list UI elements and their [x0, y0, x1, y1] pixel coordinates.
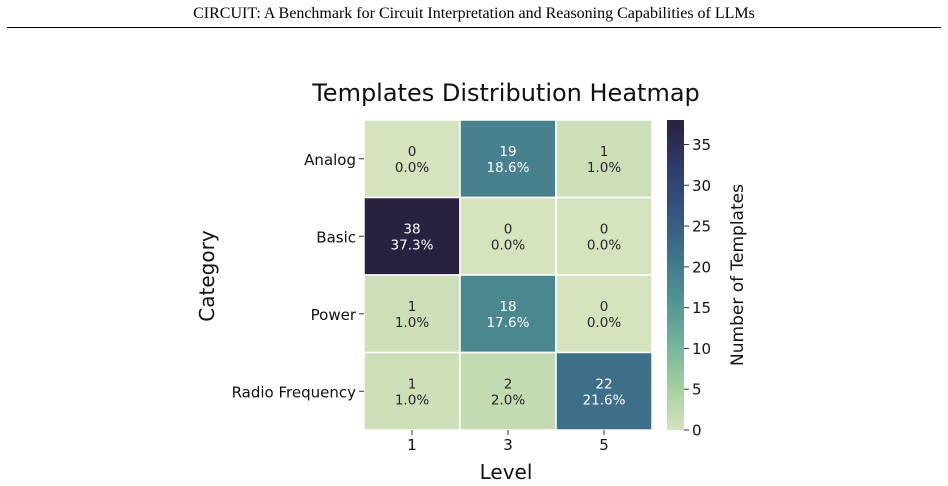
- y-tick-labels: Analog Basic Power Radio Frequency: [232, 151, 364, 401]
- cell-percent-label: 21.6%: [583, 392, 626, 408]
- heatmap-cell-rect: [555, 196, 653, 276]
- header-rule: [7, 27, 941, 28]
- colorbar-ticks: 0 5 10 15 20 25 30 35: [684, 136, 711, 440]
- y-tick-label: Radio Frequency: [232, 383, 357, 401]
- cell-count-label: 0: [504, 221, 513, 237]
- cell-percent-label: 1.0%: [587, 160, 621, 176]
- heatmap-cell: 11.0%: [555, 119, 653, 199]
- cell-percent-label: 2.0%: [491, 392, 525, 408]
- cell-count-label: 1: [600, 144, 609, 160]
- colorbar-tick-label: 10: [692, 340, 711, 358]
- cell-count-label: 0: [600, 299, 609, 315]
- heatmap-cell-rect: [555, 119, 653, 199]
- cell-percent-label: 1.0%: [395, 392, 429, 408]
- heatmap-cell: 11.0%: [363, 351, 461, 431]
- cell-percent-label: 18.6%: [487, 160, 530, 176]
- cell-percent-label: 0.0%: [587, 315, 621, 331]
- cell-percent-label: 0.0%: [491, 237, 525, 253]
- colorbar-tick-label: 20: [692, 258, 711, 276]
- colorbar-tick-label: 5: [692, 381, 702, 399]
- cell-count-label: 2: [504, 376, 513, 392]
- colorbar-label: Number of Templates: [728, 184, 748, 366]
- heatmap-cell-rect: [363, 274, 461, 354]
- cell-count-label: 22: [595, 376, 612, 392]
- colorbar-tick-label: 35: [692, 136, 711, 154]
- colorbar-tick-label: 30: [692, 177, 711, 195]
- cell-percent-label: 17.6%: [487, 315, 530, 331]
- heatmap-cell-rect: [555, 351, 653, 431]
- heatmap-cells: 00.0%1918.6%11.0%3837.3%00.0%00.0%11.0%1…: [363, 119, 653, 431]
- y-axis-label: Category: [195, 230, 219, 322]
- x-tick-label: 5: [599, 436, 609, 454]
- heatmap-cell: 00.0%: [555, 274, 653, 354]
- cell-percent-label: 0.0%: [587, 237, 621, 253]
- cell-count-label: 1: [408, 299, 417, 315]
- colorbar-tick-label: 0: [692, 422, 702, 440]
- cell-count-label: 18: [499, 299, 516, 315]
- cell-percent-label: 37.3%: [391, 237, 434, 253]
- cell-count-label: 0: [408, 144, 417, 160]
- cell-percent-label: 1.0%: [395, 315, 429, 331]
- heatmap-cell: 00.0%: [555, 196, 653, 276]
- heatmap-cell-rect: [459, 119, 557, 199]
- colorbar: [667, 120, 684, 430]
- cell-count-label: 38: [403, 221, 420, 237]
- heatmap-cell: 22.0%: [459, 351, 557, 431]
- cell-count-label: 1: [408, 376, 417, 392]
- chart-title: Templates Distribution Heatmap: [311, 79, 700, 107]
- colorbar-tick-label: 25: [692, 218, 711, 236]
- y-tick-label: Basic: [316, 228, 356, 246]
- heatmap-cell-rect: [459, 351, 557, 431]
- running-header: CIRCUIT: A Benchmark for Circuit Interpr…: [193, 5, 755, 22]
- x-tick-label: 3: [503, 436, 513, 454]
- cell-count-label: 0: [600, 221, 609, 237]
- x-axis-label: Level: [480, 460, 533, 484]
- colorbar-tick-label: 15: [692, 299, 711, 317]
- y-tick-label: Analog: [304, 151, 356, 169]
- cell-count-label: 19: [499, 144, 516, 160]
- x-tick-labels: 1 3 5: [407, 430, 609, 454]
- y-tick-label: Power: [311, 306, 357, 324]
- heatmap-cell: 00.0%: [363, 119, 461, 199]
- heatmap-cell: 00.0%: [459, 196, 557, 276]
- cell-percent-label: 0.0%: [395, 160, 429, 176]
- heatmap-cell: 11.0%: [363, 274, 461, 354]
- x-tick-label: 1: [407, 436, 417, 454]
